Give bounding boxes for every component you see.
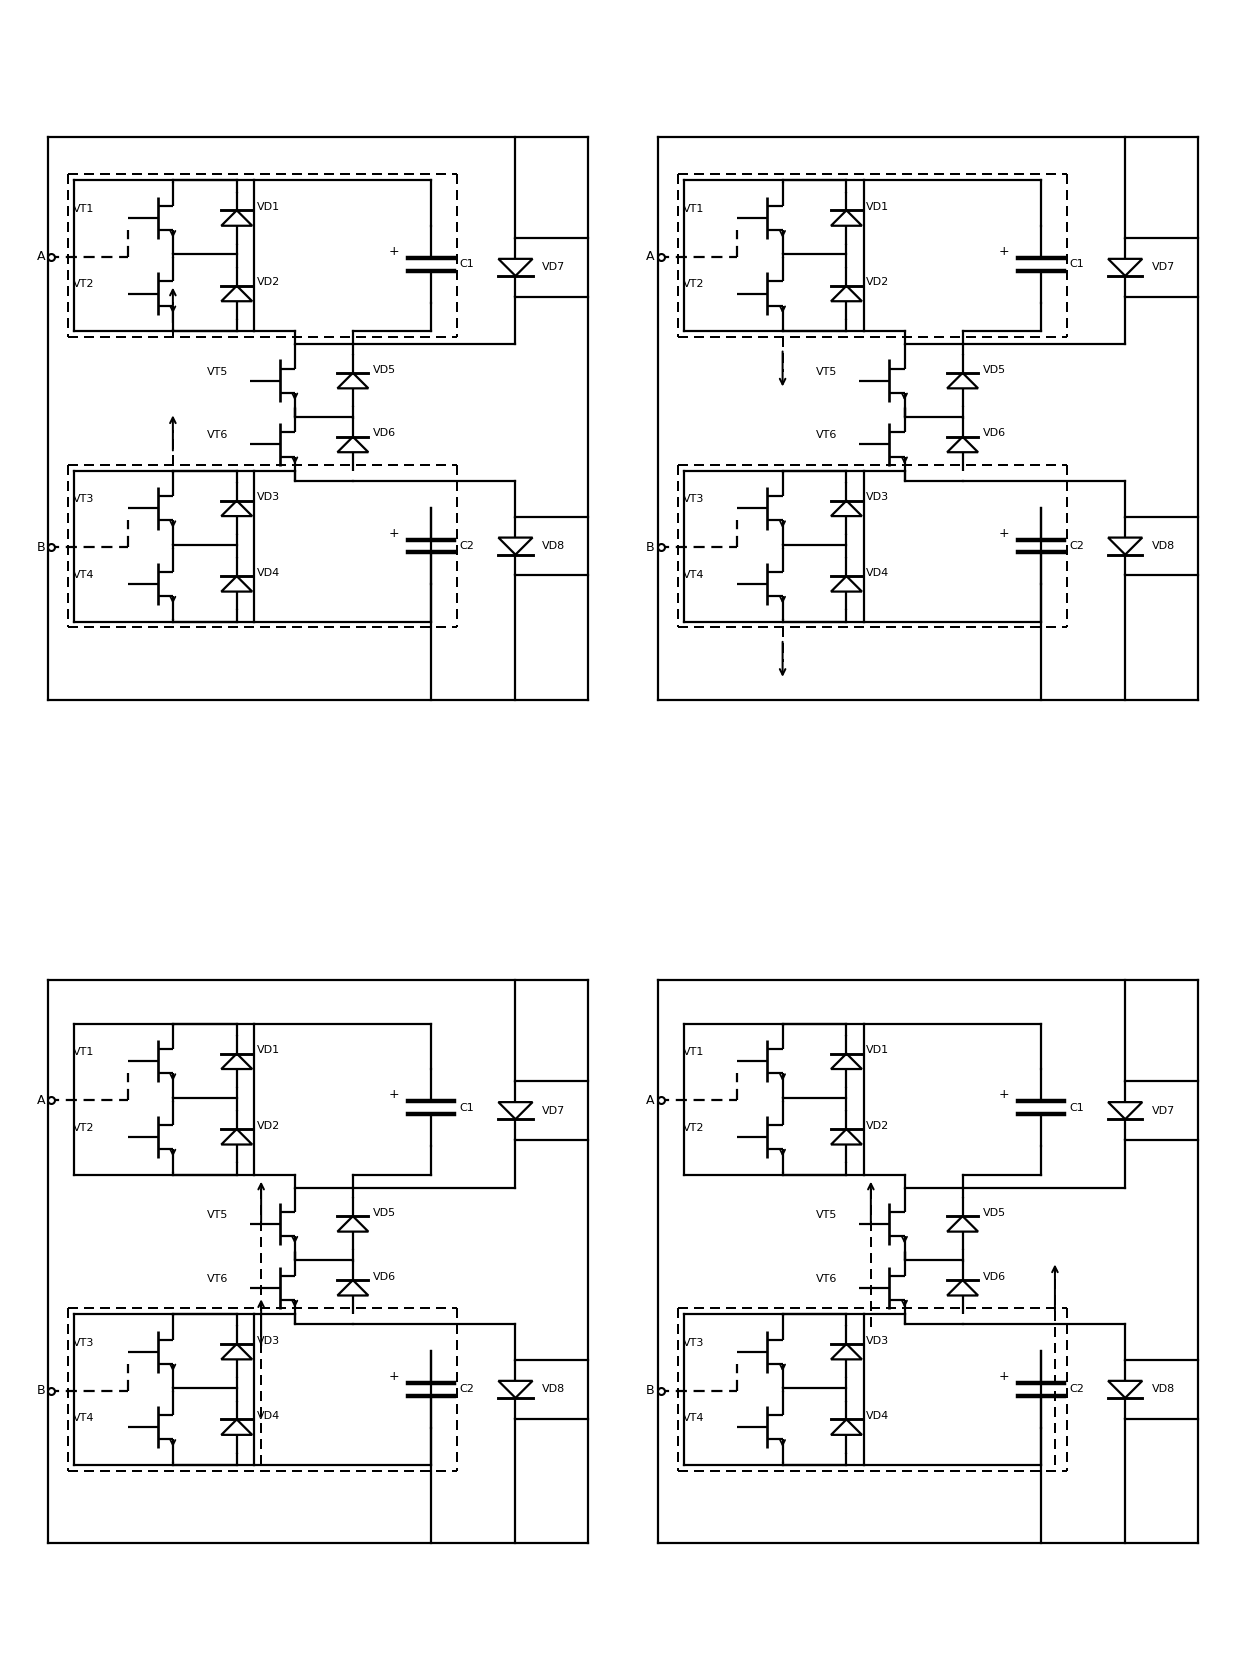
Text: +: +: [998, 1089, 1009, 1102]
Text: VD3: VD3: [257, 492, 280, 502]
Text: VD6: VD6: [373, 1272, 396, 1282]
Text: +: +: [998, 528, 1009, 539]
Text: C2: C2: [1069, 1384, 1084, 1394]
Text: VT6: VT6: [816, 430, 838, 440]
Text: VT5: VT5: [207, 1210, 228, 1220]
Text: VD7: VD7: [542, 262, 565, 272]
Text: VD8: VD8: [1152, 1384, 1176, 1394]
Text: VT2: VT2: [73, 1122, 94, 1132]
Text: C1: C1: [1069, 259, 1084, 269]
Text: VD1: VD1: [867, 1045, 889, 1055]
Text: VT2: VT2: [73, 279, 94, 289]
Text: VD3: VD3: [867, 1336, 889, 1346]
Text: C1: C1: [459, 1102, 474, 1112]
Text: VD5: VD5: [982, 1208, 1006, 1218]
Text: VD1: VD1: [257, 1045, 280, 1055]
Text: A: A: [37, 1094, 45, 1107]
Text: VD5: VD5: [373, 365, 396, 375]
Text: VD8: VD8: [542, 541, 565, 551]
Text: VT3: VT3: [73, 1337, 94, 1347]
Text: +: +: [998, 245, 1009, 259]
Text: VD4: VD4: [257, 1411, 280, 1421]
Text: VT4: VT4: [683, 1413, 704, 1423]
Text: VD2: VD2: [257, 277, 280, 287]
Text: VD4: VD4: [867, 1411, 889, 1421]
Text: A: A: [646, 1094, 655, 1107]
Text: VD6: VD6: [982, 1272, 1006, 1282]
Text: B: B: [646, 1384, 655, 1398]
Text: VT6: VT6: [207, 1273, 228, 1284]
Text: VT4: VT4: [683, 570, 704, 580]
Text: VT1: VT1: [73, 1047, 94, 1057]
Text: +: +: [388, 245, 399, 259]
Text: C2: C2: [459, 541, 474, 551]
Text: A: A: [37, 250, 45, 264]
Text: VT2: VT2: [683, 1122, 704, 1132]
Text: VT1: VT1: [683, 203, 704, 213]
Text: +: +: [388, 528, 399, 539]
Text: VT6: VT6: [816, 1273, 838, 1284]
Text: VD6: VD6: [982, 428, 1006, 438]
Text: VD8: VD8: [1152, 541, 1176, 551]
Text: VT2: VT2: [683, 279, 704, 289]
Text: VD8: VD8: [542, 1384, 565, 1394]
Text: VT3: VT3: [683, 1337, 704, 1347]
Text: VD7: VD7: [542, 1105, 565, 1116]
Text: VT5: VT5: [816, 366, 838, 376]
Text: VD3: VD3: [257, 1336, 280, 1346]
Text: +: +: [388, 1371, 399, 1383]
Text: B: B: [36, 1384, 45, 1398]
Text: +: +: [388, 1089, 399, 1102]
Text: B: B: [646, 541, 655, 554]
Text: VT3: VT3: [683, 494, 704, 504]
Text: VD7: VD7: [1152, 1105, 1176, 1116]
Text: VD2: VD2: [257, 1121, 280, 1131]
Text: VT6: VT6: [207, 430, 228, 440]
Text: VD5: VD5: [982, 365, 1006, 375]
Text: VT5: VT5: [816, 1210, 838, 1220]
Text: VT1: VT1: [73, 203, 94, 213]
Text: C2: C2: [1069, 541, 1084, 551]
Text: VD4: VD4: [867, 568, 889, 578]
Text: VD7: VD7: [1152, 262, 1176, 272]
Text: VD5: VD5: [373, 1208, 396, 1218]
Text: A: A: [646, 250, 655, 264]
Text: VT5: VT5: [207, 366, 228, 376]
Text: VT3: VT3: [73, 494, 94, 504]
Text: VD3: VD3: [867, 492, 889, 502]
Text: VT4: VT4: [73, 1413, 94, 1423]
Text: C1: C1: [459, 259, 474, 269]
Text: VD2: VD2: [867, 277, 889, 287]
Text: VD1: VD1: [867, 202, 889, 212]
Text: C2: C2: [459, 1384, 474, 1394]
Text: B: B: [36, 541, 45, 554]
Text: VT1: VT1: [683, 1047, 704, 1057]
Text: VD4: VD4: [257, 568, 280, 578]
Text: VT4: VT4: [73, 570, 94, 580]
Text: C1: C1: [1069, 1102, 1084, 1112]
Text: VD1: VD1: [257, 202, 280, 212]
Text: VD6: VD6: [373, 428, 396, 438]
Text: VD2: VD2: [867, 1121, 889, 1131]
Text: +: +: [998, 1371, 1009, 1383]
